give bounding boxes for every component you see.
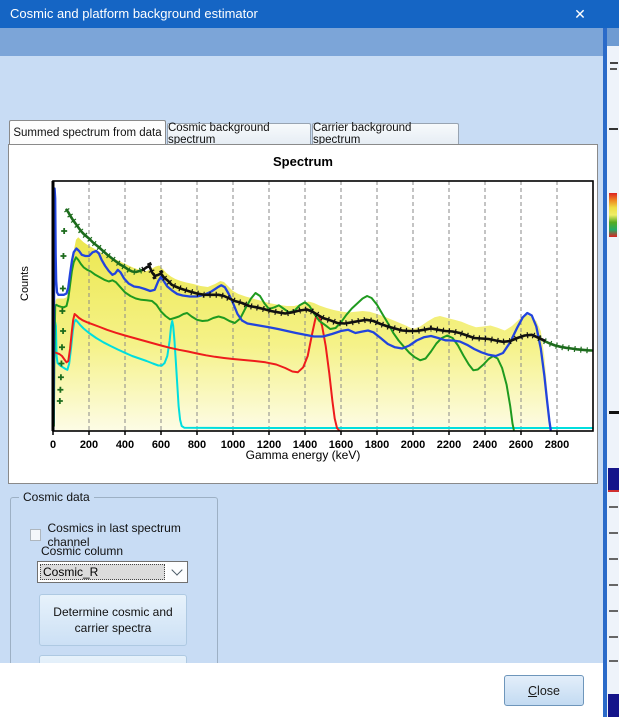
bottom-bar [0,663,604,717]
svg-text:200: 200 [80,439,98,451]
background-window-fragment [609,532,618,534]
background-window-fragment [608,694,619,717]
spectrum-chart: 0 200 400 600 800 1000 1200 1400 1600 1800 2000 220… [50,180,594,451]
chevron-down-icon [171,564,183,576]
combo-dropdown-button[interactable] [167,562,187,582]
svg-text:2600: 2600 [509,439,533,451]
window-title: Cosmic and platform background estimator [10,6,258,21]
dialog-right-border [603,28,607,717]
cosmic-column-combobox[interactable]: Cosmic_R [37,561,188,583]
background-window-fragment [609,584,618,586]
tab-page: Summed spectrum from data Cosmic backgro… [0,56,604,707]
svg-text:1200: 1200 [257,439,281,451]
background-window-fragment [609,660,618,662]
subtab-carrier-background[interactable]: Carrier background spectrum [312,122,459,146]
background-window-fragment [609,411,619,414]
svg-text:0: 0 [50,439,56,451]
titlebar: Cosmic and platform background estimator… [0,0,619,28]
background-window-fragment [608,468,619,492]
svg-text:400: 400 [116,439,134,451]
background-window-fragment [609,610,618,612]
background-window-fragment [610,62,618,64]
close-icon[interactable]: ✕ [574,6,586,22]
top-tab-strip: Method info Cosmic and carrier backgroun… [0,28,604,85]
subtab-cosmic-background[interactable]: Cosmic background spectrum [167,122,311,146]
combo-selected-value: Cosmic_R [40,564,165,580]
svg-text:1400: 1400 [293,439,317,451]
svg-text:2400: 2400 [473,439,497,451]
background-window-fragment [609,128,618,130]
svg-text:600: 600 [152,439,170,451]
svg-text:2200: 2200 [437,439,461,451]
close-label: lose [537,683,560,698]
background-window-fragment [609,506,618,508]
background-window-fragment [609,636,618,638]
determine-spectra-button[interactable]: Determine cosmic and carrier spectra [39,594,187,646]
svg-text:1000: 1000 [221,439,245,451]
chart-title: Spectrum [273,154,333,169]
color-scale-icon [609,193,617,237]
background-window-fragment [607,28,619,46]
cosmics-last-channel-label: Cosmics in last spectrum channel [47,521,181,549]
background-window-sliver [607,28,619,717]
svg-text:1600: 1600 [329,439,353,451]
svg-text:800: 800 [188,439,206,451]
background-window-fragment [609,558,618,560]
x-axis-label: Gamma energy (keV) [245,448,361,462]
background-window-fragment [608,490,619,492]
cosmic-column-label: Cosmic column [41,544,124,558]
subtab-summed-spectrum[interactable]: Summed spectrum from data [9,120,166,144]
close-button[interactable]: Close [504,675,584,706]
close-label-mnemonic: C [528,683,538,698]
background-window-fragment [610,68,617,70]
svg-text:1800: 1800 [365,439,389,451]
svg-text:2000: 2000 [401,439,425,451]
cosmics-last-channel-checkbox[interactable] [30,529,42,541]
chart-panel: Spectrum Counts 0 200 400 600 800 1000 1200 140… [8,144,598,484]
svg-text:2800: 2800 [545,439,569,451]
group-legend: Cosmic data [19,490,94,504]
